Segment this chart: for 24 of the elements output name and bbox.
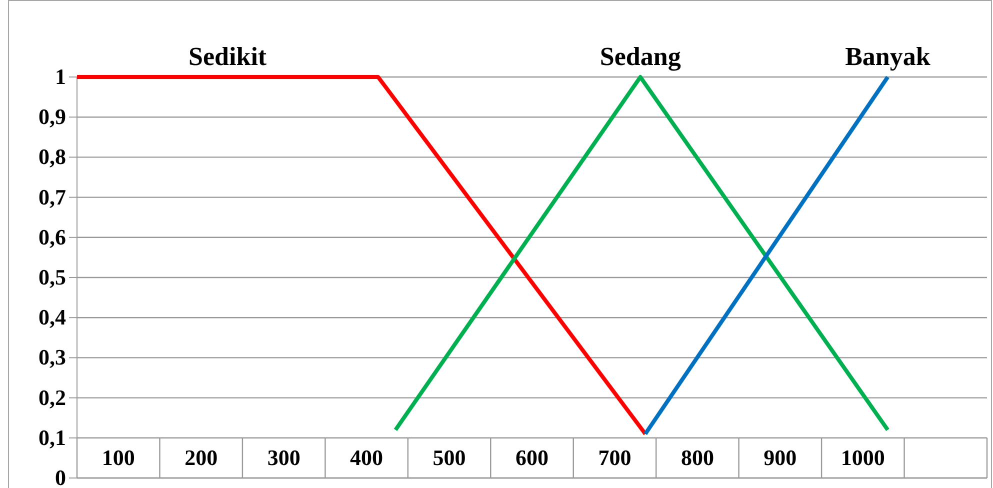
x-tick-label: 700: [598, 445, 632, 470]
x-tick-label: 900: [764, 445, 797, 470]
y-tick-label: 1: [55, 64, 66, 90]
x-tick-label: 800: [680, 445, 714, 470]
y-tick-label: 0,9: [38, 104, 66, 130]
series-label: Sedikit: [188, 42, 267, 71]
y-tick-label: 0: [55, 465, 66, 488]
x-tick-label: 1000: [840, 445, 885, 470]
series-label: Banyak: [845, 42, 931, 71]
y-tick-label: 0,8: [38, 144, 66, 170]
y-tick-label: 0,1: [38, 424, 66, 450]
x-tick-label: 600: [516, 445, 548, 470]
x-tick-label: 300: [267, 445, 300, 470]
series-label: Sedang: [600, 42, 681, 71]
x-tick-label: 400: [350, 445, 384, 470]
y-tick-label: 0,6: [38, 224, 66, 250]
y-tick-label: 0,2: [38, 384, 66, 410]
x-tick-label: 500: [432, 445, 466, 470]
y-tick-label: 0,5: [38, 264, 66, 290]
y-tick-label: 0,7: [38, 184, 66, 210]
y-tick-label: 0,4: [38, 304, 66, 330]
x-tick-label: 100: [102, 445, 135, 470]
y-tick-label: 0,3: [38, 344, 66, 370]
x-tick-label: 200: [184, 445, 218, 470]
